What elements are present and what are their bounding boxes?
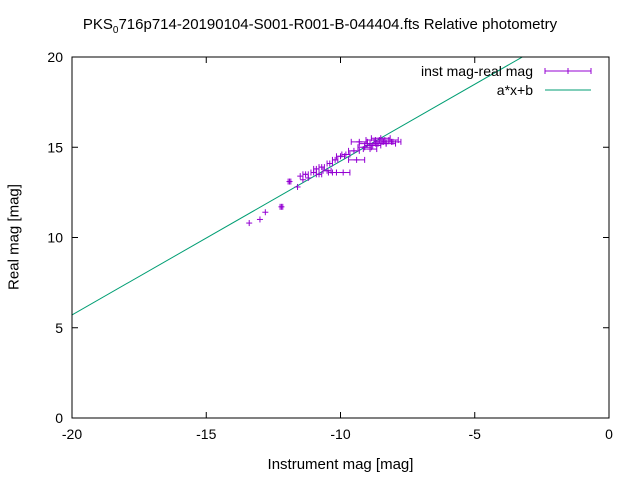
data-point	[318, 164, 325, 171]
chart-title-prefix: PKS	[82, 16, 113, 33]
data-point	[305, 174, 312, 181]
axis-layer: -20 -15 -10 -5 0 0 5 10 15 20	[47, 49, 613, 442]
data-point	[348, 156, 366, 163]
data-point	[315, 171, 323, 178]
data-point	[256, 216, 263, 223]
plot-frame	[71, 56, 610, 419]
fit-line	[72, 57, 524, 316]
data-point	[302, 171, 309, 178]
data-point	[286, 178, 293, 185]
data-point	[362, 146, 378, 153]
x-tick-label: -10	[330, 426, 350, 442]
chart-title-subscript: 0	[112, 25, 119, 36]
data-point	[348, 147, 360, 154]
data-point	[299, 176, 306, 183]
data-point	[294, 183, 301, 190]
data-point	[341, 151, 351, 158]
y-tick-label: 20	[47, 49, 63, 65]
data-point	[335, 169, 351, 176]
data-point	[262, 209, 269, 216]
x-axis-label: Instrument mag [mag]	[267, 456, 414, 473]
chart-title-rest: 716p714-20190104-S001-R001-B-044404.fts …	[118, 16, 558, 33]
data-point	[381, 138, 402, 145]
plot-layer	[72, 57, 524, 316]
y-tick-label: 15	[47, 139, 63, 155]
y-tick-label: 5	[55, 320, 63, 336]
y-axis-label: Real mag [mag]	[5, 184, 23, 290]
data-point	[278, 203, 285, 210]
legend-swatch-points	[544, 68, 592, 74]
legend-label-points: inst mag-real mag	[421, 63, 533, 79]
chart-title: PKS0716p714-20190104-S001-R001-B-044404.…	[0, 16, 640, 36]
data-point	[246, 220, 253, 227]
y-tick-label: 10	[47, 230, 63, 246]
plot-area	[72, 57, 524, 316]
data-point	[297, 173, 304, 180]
x-tick-label: -20	[62, 426, 82, 442]
data-point	[331, 156, 339, 163]
x-tick-label: -5	[469, 426, 482, 442]
y-tick-label: 0	[55, 410, 63, 426]
x-tick-label: 0	[605, 426, 613, 442]
legend: inst mag-real mag a*x+b	[421, 63, 592, 98]
x-tick-label: -15	[196, 426, 216, 442]
data-point	[313, 165, 320, 172]
legend-label-fit: a*x+b	[497, 82, 533, 98]
